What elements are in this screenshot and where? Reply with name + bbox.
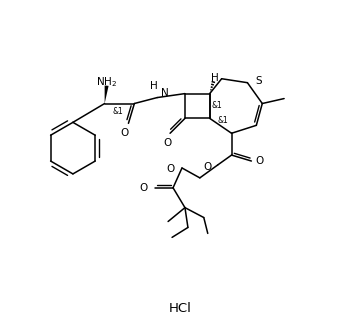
- Text: &1: &1: [218, 116, 228, 125]
- Text: H: H: [211, 73, 219, 83]
- Text: O: O: [163, 138, 171, 148]
- Text: O: O: [139, 183, 147, 193]
- Text: &1: &1: [113, 107, 123, 116]
- Text: O: O: [204, 162, 212, 172]
- Text: O: O: [255, 156, 264, 166]
- Text: NH$_2$: NH$_2$: [96, 75, 117, 89]
- Polygon shape: [104, 86, 108, 104]
- Text: HCl: HCl: [169, 302, 191, 315]
- Text: &1: &1: [212, 101, 223, 110]
- Text: S: S: [255, 76, 262, 86]
- Text: O: O: [120, 128, 129, 138]
- Text: N: N: [161, 88, 169, 98]
- Text: H: H: [150, 81, 158, 91]
- Text: O: O: [167, 164, 175, 174]
